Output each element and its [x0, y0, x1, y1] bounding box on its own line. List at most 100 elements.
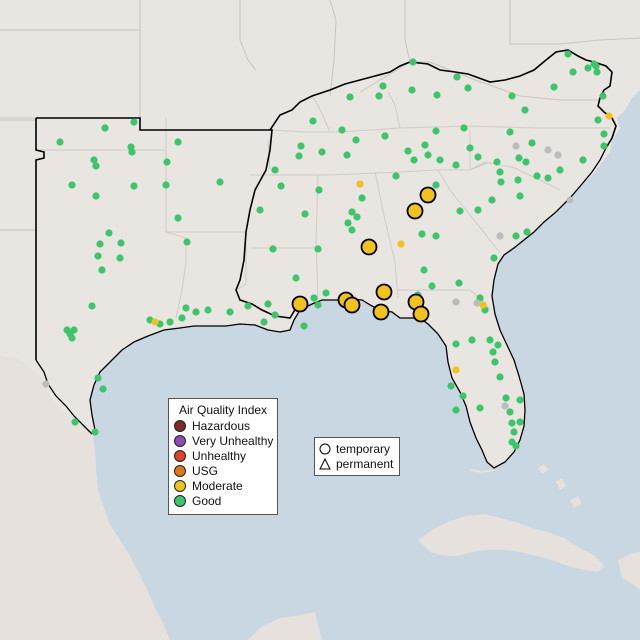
monitor-good-marker[interactable] [226, 308, 234, 316]
monitor-good-marker[interactable] [464, 84, 472, 92]
monitor-good-marker[interactable] [318, 148, 326, 156]
monitor-good-marker[interactable] [381, 132, 389, 140]
monitor-good-marker[interactable] [292, 274, 300, 282]
monitor-moderate-temporary-marker[interactable] [419, 186, 437, 204]
monitor-moderate-marker[interactable] [356, 180, 364, 188]
monitor-good-marker[interactable] [182, 304, 190, 312]
monitor-good-marker[interactable] [348, 208, 356, 216]
monitor-good-marker[interactable] [494, 341, 502, 349]
monitor-good-marker[interactable] [590, 60, 598, 68]
monitor-good-marker[interactable] [599, 92, 607, 100]
monitor-good-marker[interactable] [130, 182, 138, 190]
monitor-good-marker[interactable] [130, 118, 138, 126]
monitor-good-marker[interactable] [408, 86, 416, 94]
monitor-good-marker[interactable] [277, 182, 285, 190]
monitor-good-marker[interactable] [468, 336, 476, 344]
monitor-good-marker[interactable] [508, 92, 516, 100]
monitor-good-marker[interactable] [88, 302, 96, 310]
monitor-good-marker[interactable] [269, 245, 277, 253]
monitor-good-marker[interactable] [105, 229, 113, 237]
monitor-good-marker[interactable] [432, 127, 440, 135]
monitor-good-marker[interactable] [344, 219, 352, 227]
monitor-good-marker[interactable] [322, 289, 330, 297]
monitor-good-marker[interactable] [600, 130, 608, 138]
monitor-good-marker[interactable] [392, 172, 400, 180]
monitor-good-marker[interactable] [99, 385, 107, 393]
monitor-good-marker[interactable] [550, 83, 558, 91]
monitor-good-marker[interactable] [92, 162, 100, 170]
monitor-good-marker[interactable] [452, 406, 460, 414]
monitor-good-marker[interactable] [264, 300, 272, 308]
monitor-good-marker[interactable] [204, 306, 212, 314]
monitor-good-marker[interactable] [516, 192, 524, 200]
monitor-good-marker[interactable] [556, 166, 564, 174]
monitor-good-marker[interactable] [98, 266, 106, 274]
monitor-good-marker[interactable] [216, 178, 224, 186]
monitor-good-marker[interactable] [512, 442, 520, 450]
monitor-good-marker[interactable] [496, 373, 504, 381]
monitor-no-data-marker[interactable] [512, 142, 520, 150]
monitor-no-data-marker[interactable] [566, 196, 574, 204]
monitor-good-marker[interactable] [174, 214, 182, 222]
monitor-good-marker[interactable] [491, 358, 499, 366]
monitor-good-marker[interactable] [71, 418, 79, 426]
monitor-good-marker[interactable] [436, 156, 444, 164]
monitor-good-marker[interactable] [68, 334, 76, 342]
monitor-moderate-temporary-marker[interactable] [406, 202, 424, 220]
monitor-no-data-marker[interactable] [554, 151, 562, 159]
monitor-good-marker[interactable] [94, 374, 102, 382]
monitor-good-marker[interactable] [375, 92, 383, 100]
monitor-good-marker[interactable] [510, 428, 518, 436]
monitor-good-marker[interactable] [353, 213, 361, 221]
monitor-good-marker[interactable] [309, 117, 317, 125]
monitor-good-marker[interactable] [424, 151, 432, 159]
monitor-good-marker[interactable] [409, 58, 417, 66]
monitor-good-marker[interactable] [343, 151, 351, 159]
monitor-good-marker[interactable] [183, 238, 191, 246]
monitor-good-marker[interactable] [271, 311, 279, 319]
monitor-good-marker[interactable] [569, 68, 577, 76]
monitor-good-marker[interactable] [163, 158, 171, 166]
monitor-moderate-temporary-marker[interactable] [375, 283, 393, 301]
monitor-moderate-temporary-marker[interactable] [412, 305, 430, 323]
monitor-good-marker[interactable] [418, 230, 426, 238]
monitor-good-marker[interactable] [515, 154, 523, 162]
monitor-good-marker[interactable] [178, 314, 186, 322]
monitor-good-marker[interactable] [432, 232, 440, 240]
monitor-good-marker[interactable] [70, 326, 78, 334]
monitor-no-data-marker[interactable] [473, 299, 481, 307]
monitor-moderate-marker[interactable] [479, 301, 487, 309]
monitor-good-marker[interactable] [271, 166, 279, 174]
monitor-good-marker[interactable] [433, 91, 441, 99]
monitor-good-marker[interactable] [521, 106, 529, 114]
monitor-good-marker[interactable] [564, 50, 572, 58]
monitor-good-marker[interactable] [244, 302, 252, 310]
monitor-good-marker[interactable] [315, 186, 323, 194]
monitor-good-marker[interactable] [497, 178, 505, 186]
monitor-good-marker[interactable] [506, 408, 514, 416]
monitor-good-marker[interactable] [128, 148, 136, 156]
monitor-good-marker[interactable] [474, 153, 482, 161]
monitor-no-data-marker[interactable] [42, 380, 50, 388]
monitor-good-marker[interactable] [456, 207, 464, 215]
monitor-good-marker[interactable] [420, 266, 428, 274]
monitor-good-marker[interactable] [593, 68, 601, 76]
monitor-good-marker[interactable] [314, 245, 322, 253]
monitor-good-marker[interactable] [314, 301, 322, 309]
monitor-good-marker[interactable] [68, 181, 76, 189]
monitor-good-marker[interactable] [162, 181, 170, 189]
monitor-good-marker[interactable] [96, 240, 104, 248]
monitor-good-marker[interactable] [174, 138, 182, 146]
monitor-good-marker[interactable] [502, 394, 510, 402]
monitor-good-marker[interactable] [459, 392, 467, 400]
monitor-good-marker[interactable] [348, 226, 356, 234]
monitor-good-marker[interactable] [466, 144, 474, 152]
monitor-no-data-marker[interactable] [544, 146, 552, 154]
monitor-good-marker[interactable] [514, 176, 522, 184]
monitor-good-marker[interactable] [428, 282, 436, 290]
monitor-good-marker[interactable] [352, 136, 360, 144]
monitor-good-marker[interactable] [453, 73, 461, 81]
monitor-good-marker[interactable] [300, 322, 308, 330]
monitor-good-marker[interactable] [116, 254, 124, 262]
monitor-good-marker[interactable] [528, 139, 536, 147]
